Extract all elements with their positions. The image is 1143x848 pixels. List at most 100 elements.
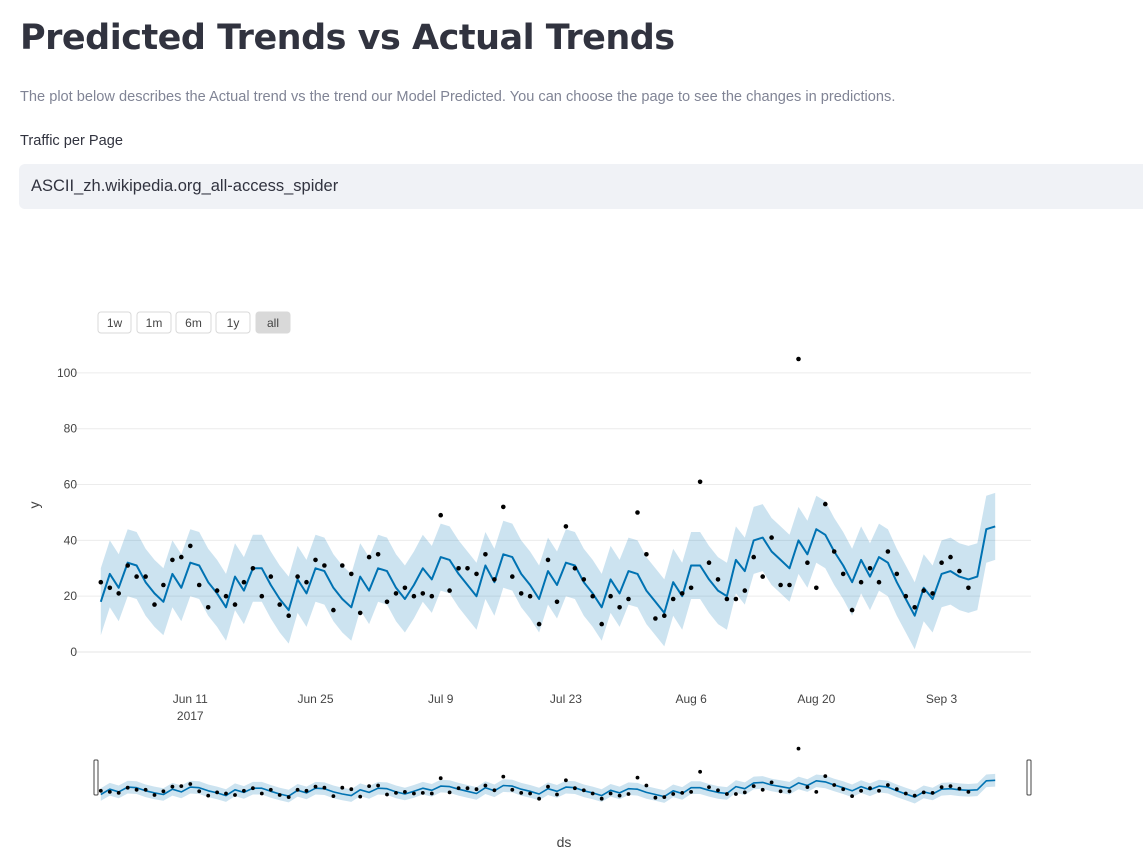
slider-actual-point[interactable] bbox=[787, 789, 792, 794]
actual-point[interactable] bbox=[939, 560, 944, 565]
actual-point[interactable] bbox=[590, 593, 595, 599]
slider-actual-point[interactable] bbox=[546, 784, 550, 789]
actual-point[interactable] bbox=[948, 554, 953, 560]
actual-point[interactable] bbox=[858, 579, 864, 585]
slider-actual-point[interactable] bbox=[268, 787, 273, 792]
actual-point[interactable] bbox=[349, 571, 354, 577]
slider-actual-point[interactable] bbox=[564, 778, 568, 783]
slider-actual-point[interactable] bbox=[912, 793, 917, 798]
actual-point[interactable] bbox=[277, 602, 283, 607]
slider-actual-point[interactable] bbox=[331, 794, 336, 798]
actual-point[interactable] bbox=[554, 599, 560, 605]
slider-actual-point[interactable] bbox=[242, 788, 246, 793]
slider-actual-point[interactable] bbox=[215, 790, 220, 795]
actual-point[interactable] bbox=[697, 479, 703, 485]
slider-actual-point[interactable] bbox=[143, 787, 148, 792]
slider-actual-point[interactable] bbox=[528, 791, 532, 796]
actual-point[interactable] bbox=[375, 552, 381, 557]
slider-handle-right[interactable] bbox=[1026, 759, 1032, 796]
actual-point[interactable] bbox=[581, 577, 587, 582]
slider-actual-point[interactable] bbox=[573, 786, 577, 791]
slider-actual-point[interactable] bbox=[313, 784, 318, 789]
slider-actual-point[interactable] bbox=[868, 786, 872, 791]
actual-point[interactable] bbox=[653, 616, 658, 621]
slider-actual-point[interactable] bbox=[537, 796, 541, 801]
actual-point[interactable] bbox=[170, 557, 175, 563]
slider-actual-point[interactable] bbox=[814, 790, 819, 794]
slider-actual-point[interactable] bbox=[966, 790, 971, 794]
actual-point[interactable] bbox=[420, 591, 426, 596]
actual-point[interactable] bbox=[608, 593, 613, 599]
slider-actual-point[interactable] bbox=[608, 791, 613, 796]
slider-actual-point[interactable] bbox=[116, 791, 121, 795]
actual-point[interactable] bbox=[966, 585, 971, 591]
actual-point[interactable] bbox=[688, 585, 694, 591]
slider-actual-point[interactable] bbox=[725, 792, 729, 796]
actual-point[interactable] bbox=[250, 566, 256, 571]
actual-point[interactable] bbox=[867, 566, 873, 571]
actual-point[interactable] bbox=[787, 582, 792, 588]
slider-actual-point[interactable] bbox=[671, 792, 676, 796]
actual-point[interactable] bbox=[232, 602, 238, 607]
slider-actual-point[interactable] bbox=[403, 790, 407, 794]
slider-actual-point[interactable] bbox=[894, 787, 899, 792]
slider-actual-point[interactable] bbox=[948, 784, 953, 788]
actual-point[interactable] bbox=[366, 554, 372, 560]
slider-actual-point[interactable] bbox=[492, 788, 497, 793]
slider-actual-point[interactable] bbox=[760, 787, 765, 792]
actual-point[interactable] bbox=[733, 596, 739, 602]
actual-point[interactable] bbox=[778, 582, 783, 588]
range-button-1m[interactable]: 1m bbox=[136, 311, 172, 334]
slider-handle-left[interactable] bbox=[93, 759, 99, 796]
slider-actual-point[interactable] bbox=[259, 791, 264, 796]
slider-actual-point[interactable] bbox=[626, 792, 631, 796]
slider-actual-point[interactable] bbox=[251, 786, 255, 791]
actual-point[interactable] bbox=[715, 577, 721, 582]
slider-actual-point[interactable] bbox=[653, 795, 658, 800]
actual-point[interactable] bbox=[429, 593, 435, 599]
slider-actual-point[interactable] bbox=[152, 793, 157, 797]
slider-actual-point[interactable] bbox=[841, 787, 846, 792]
slider-actual-point[interactable] bbox=[635, 775, 640, 780]
actual-point[interactable] bbox=[617, 605, 622, 610]
slider-actual-point[interactable] bbox=[903, 791, 908, 796]
slider-actual-point[interactable] bbox=[304, 788, 309, 793]
actual-point[interactable] bbox=[760, 574, 765, 579]
actual-point[interactable] bbox=[196, 582, 202, 588]
actual-point[interactable] bbox=[143, 574, 148, 579]
actual-point[interactable] bbox=[957, 568, 962, 574]
actual-point[interactable] bbox=[188, 543, 193, 549]
slider-actual-point[interactable] bbox=[134, 787, 139, 792]
slider-actual-point[interactable] bbox=[689, 790, 693, 794]
actual-point[interactable] bbox=[840, 571, 846, 577]
slider-actual-point[interactable] bbox=[98, 788, 103, 793]
actual-point[interactable] bbox=[295, 574, 300, 579]
actual-point[interactable] bbox=[107, 585, 113, 591]
slider-actual-point[interactable] bbox=[322, 785, 327, 790]
actual-point[interactable] bbox=[769, 535, 774, 540]
actual-point[interactable] bbox=[563, 524, 569, 529]
slider-actual-point[interactable] bbox=[680, 791, 685, 795]
actual-point[interactable] bbox=[930, 591, 935, 596]
actual-point[interactable] bbox=[885, 549, 891, 554]
slider-actual-point[interactable] bbox=[125, 785, 130, 790]
slider-actual-point[interactable] bbox=[429, 791, 434, 796]
slider-actual-point[interactable] bbox=[590, 791, 595, 796]
actual-point[interactable] bbox=[626, 596, 631, 602]
range-button-1w[interactable]: 1w bbox=[97, 311, 132, 334]
actual-point[interactable] bbox=[304, 579, 309, 585]
slider-actual-point[interactable] bbox=[277, 793, 282, 797]
slider-actual-point[interactable] bbox=[519, 791, 524, 795]
actual-point[interactable] bbox=[125, 563, 130, 568]
slider-actual-point[interactable] bbox=[501, 774, 506, 779]
actual-point[interactable] bbox=[357, 610, 363, 616]
slider-actual-point[interactable] bbox=[662, 795, 667, 799]
actual-point[interactable] bbox=[751, 554, 756, 560]
actual-point[interactable] bbox=[796, 356, 801, 362]
slider-actual-point[interactable] bbox=[716, 788, 720, 793]
slider-actual-point[interactable] bbox=[555, 792, 559, 797]
actual-point[interactable] bbox=[393, 591, 399, 596]
slider-actual-point[interactable] bbox=[349, 787, 354, 792]
slider-actual-point[interactable] bbox=[412, 791, 416, 796]
slider-actual-point[interactable] bbox=[233, 793, 237, 797]
